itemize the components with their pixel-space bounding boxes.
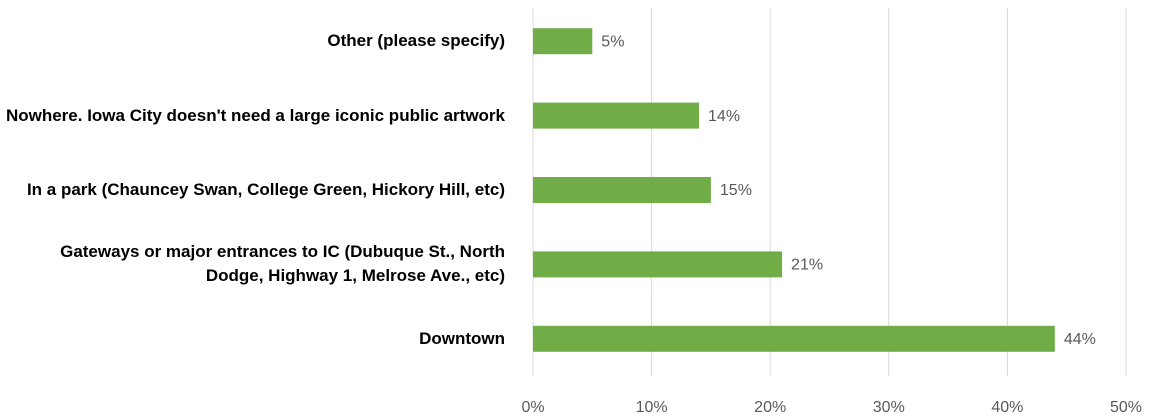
bar (533, 28, 593, 55)
value-label: 44% (1064, 331, 1096, 348)
x-tick-label: 0% (521, 399, 544, 416)
category-label: In a park (Chauncey Swan, College Green,… (26, 180, 505, 199)
x-tick-label: 50% (1110, 399, 1142, 416)
value-label: 14% (708, 108, 740, 125)
x-tick-label: 40% (991, 399, 1023, 416)
bar (533, 177, 711, 203)
bar (533, 251, 783, 278)
bar (533, 325, 1055, 352)
value-label: 5% (601, 33, 624, 50)
x-tick-label: 30% (873, 399, 905, 416)
x-tick-label: 10% (636, 399, 668, 416)
x-tick-label: 20% (754, 399, 786, 416)
category-label: Nowhere. Iowa City doesn't need a large … (5, 105, 505, 125)
value-label: 21% (791, 257, 823, 274)
value-label: 15% (720, 182, 752, 199)
bar (533, 102, 700, 129)
category-label: Downtown (419, 328, 505, 348)
category-label: Other (please specify) (327, 31, 505, 51)
category-label: Gateways or major entrances to IC (Dubuq… (60, 242, 505, 286)
